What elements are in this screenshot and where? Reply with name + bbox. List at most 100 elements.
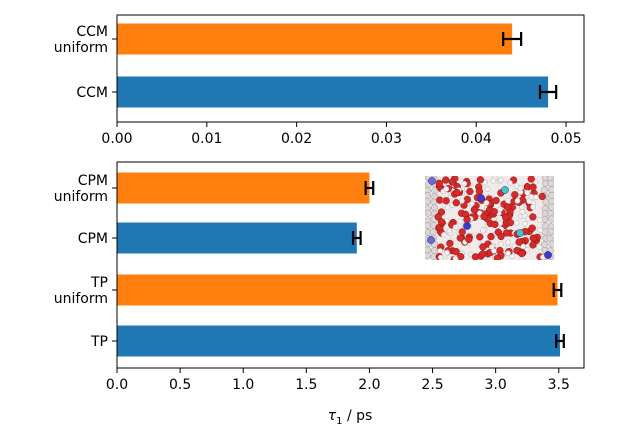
oxygen-atom xyxy=(446,239,454,248)
hydrogen-atom xyxy=(497,177,504,183)
oxygen-atom xyxy=(453,188,461,197)
electrode-atom xyxy=(425,198,431,206)
ccm-axes-frame xyxy=(116,14,585,123)
oxygen-atom xyxy=(487,232,495,241)
ccm-error-bars xyxy=(502,32,558,99)
x-axis-label-unit: / ps xyxy=(343,408,373,424)
y-tick-label-ccm: CCM xyxy=(76,85,108,101)
oxygen-atom xyxy=(475,187,484,196)
y-tick-label-tp-uniform: TP uniform xyxy=(54,275,108,307)
oxygen-atom xyxy=(538,192,546,201)
electrode-atom xyxy=(547,180,554,187)
ion-atom xyxy=(427,236,435,244)
cpm-tp-x-axis: 0.0 0.5 1.0 1.5 2.0 2.5 3.0 3.5 xyxy=(106,368,570,393)
oxygen-atom xyxy=(503,229,511,237)
x-tick-label: 1.5 xyxy=(295,377,317,393)
bar-tp-uniform xyxy=(117,274,558,306)
y-tick-label-cpm-uniform: CPM uniform xyxy=(54,173,108,205)
x-tick-label: 0.01 xyxy=(191,131,222,147)
oxygen-atom xyxy=(480,212,488,221)
x-axis-label-symbol: τ xyxy=(328,408,337,424)
cpm-tp-axes-frame xyxy=(116,161,585,369)
oxygen-atom xyxy=(529,183,537,191)
oxygen-atom xyxy=(503,203,512,211)
hydrogen-atom xyxy=(452,224,459,231)
hydrogen-atom xyxy=(445,255,452,260)
bar-ccm xyxy=(117,76,549,108)
x-tick-label: 0.02 xyxy=(281,131,312,147)
hydrogen-atom xyxy=(480,227,486,234)
hydrogen-atom xyxy=(536,217,543,223)
ccm-bars xyxy=(117,23,549,108)
error-bar-tp xyxy=(555,334,565,348)
ccm-x-axis: 0.00 0.01 0.02 0.03 0.04 0.05 xyxy=(101,122,582,147)
hydrogen-atom xyxy=(514,198,521,204)
x-tick-label: 0.04 xyxy=(461,131,492,147)
oxygen-atom xyxy=(501,213,510,222)
cpm-tp-error-bars xyxy=(351,181,565,348)
oxygen-atom xyxy=(529,234,537,242)
oxygen-atom xyxy=(448,178,456,186)
bar-ccm-uniform xyxy=(117,23,513,55)
electrode-atom xyxy=(547,203,554,211)
oxygen-atom xyxy=(492,196,500,205)
bar-cpm xyxy=(117,222,357,254)
oxygen-atom xyxy=(518,249,526,258)
hydrogen-atom xyxy=(497,206,504,212)
y-tick-label-line: uniform xyxy=(54,40,108,56)
hydrogen-atom xyxy=(444,249,450,256)
oxygen-atom xyxy=(511,191,519,199)
hydrogen-atom xyxy=(459,198,465,204)
oxygen-atom xyxy=(452,199,460,207)
oxygen-atom xyxy=(452,247,460,256)
x-tick-label: 2.0 xyxy=(358,377,380,393)
oxygen-atom xyxy=(435,179,443,188)
oxygen-atom xyxy=(491,220,499,228)
hydrogen-atom xyxy=(507,180,513,186)
y-tick-label-line: uniform xyxy=(54,189,108,205)
x-tick-label: 0.0 xyxy=(106,377,128,393)
y-tick-label-tp: TP xyxy=(90,334,108,350)
error-bar-ccm-uniform xyxy=(502,32,523,46)
oxygen-atom xyxy=(442,197,450,205)
hydrogen-atom xyxy=(440,231,447,238)
oxygen-atom xyxy=(458,228,466,236)
y-tick-label-line: TP xyxy=(90,275,108,291)
error-bar-tp-uniform xyxy=(552,283,563,297)
oxygen-atom xyxy=(515,238,523,246)
y-tick-label-line: uniform xyxy=(54,291,108,307)
x-tick-label: 0.05 xyxy=(550,131,581,147)
hydrogen-atom xyxy=(505,197,511,204)
electrode-atom xyxy=(547,228,554,236)
electrode-atom xyxy=(429,228,437,236)
oxygen-atom xyxy=(457,252,465,260)
hydrogen-atom xyxy=(488,244,495,250)
oxygen-atom xyxy=(470,206,478,214)
bar-tp xyxy=(117,325,561,357)
hydrogen-atom xyxy=(461,180,468,187)
molecular-snapshot-inset xyxy=(425,176,554,260)
hydrogen-atom xyxy=(524,189,531,196)
electrode-atom xyxy=(425,192,432,200)
hydrogen-atom xyxy=(476,210,483,216)
y-tick-label-line: CPM xyxy=(78,231,108,247)
hydrogen-atom xyxy=(483,200,490,206)
hydrogen-atom xyxy=(446,227,453,234)
electrode-atom xyxy=(425,252,431,259)
oxygen-atom xyxy=(437,218,446,226)
ion-atom xyxy=(516,229,524,237)
hydrogen-atom xyxy=(437,248,444,254)
x-tick-label: 3.5 xyxy=(548,377,570,393)
ion-atom xyxy=(477,194,485,202)
oxygen-atom xyxy=(529,241,537,249)
electrode-atom xyxy=(430,247,438,255)
ion-atom xyxy=(463,222,471,230)
oxygen-atom xyxy=(497,232,505,241)
hydrogen-atom xyxy=(457,218,464,225)
oxygen-atom xyxy=(529,213,537,221)
electrode-atom xyxy=(540,186,548,194)
hydrogen-atom xyxy=(469,200,475,207)
ion-atom xyxy=(501,186,509,194)
